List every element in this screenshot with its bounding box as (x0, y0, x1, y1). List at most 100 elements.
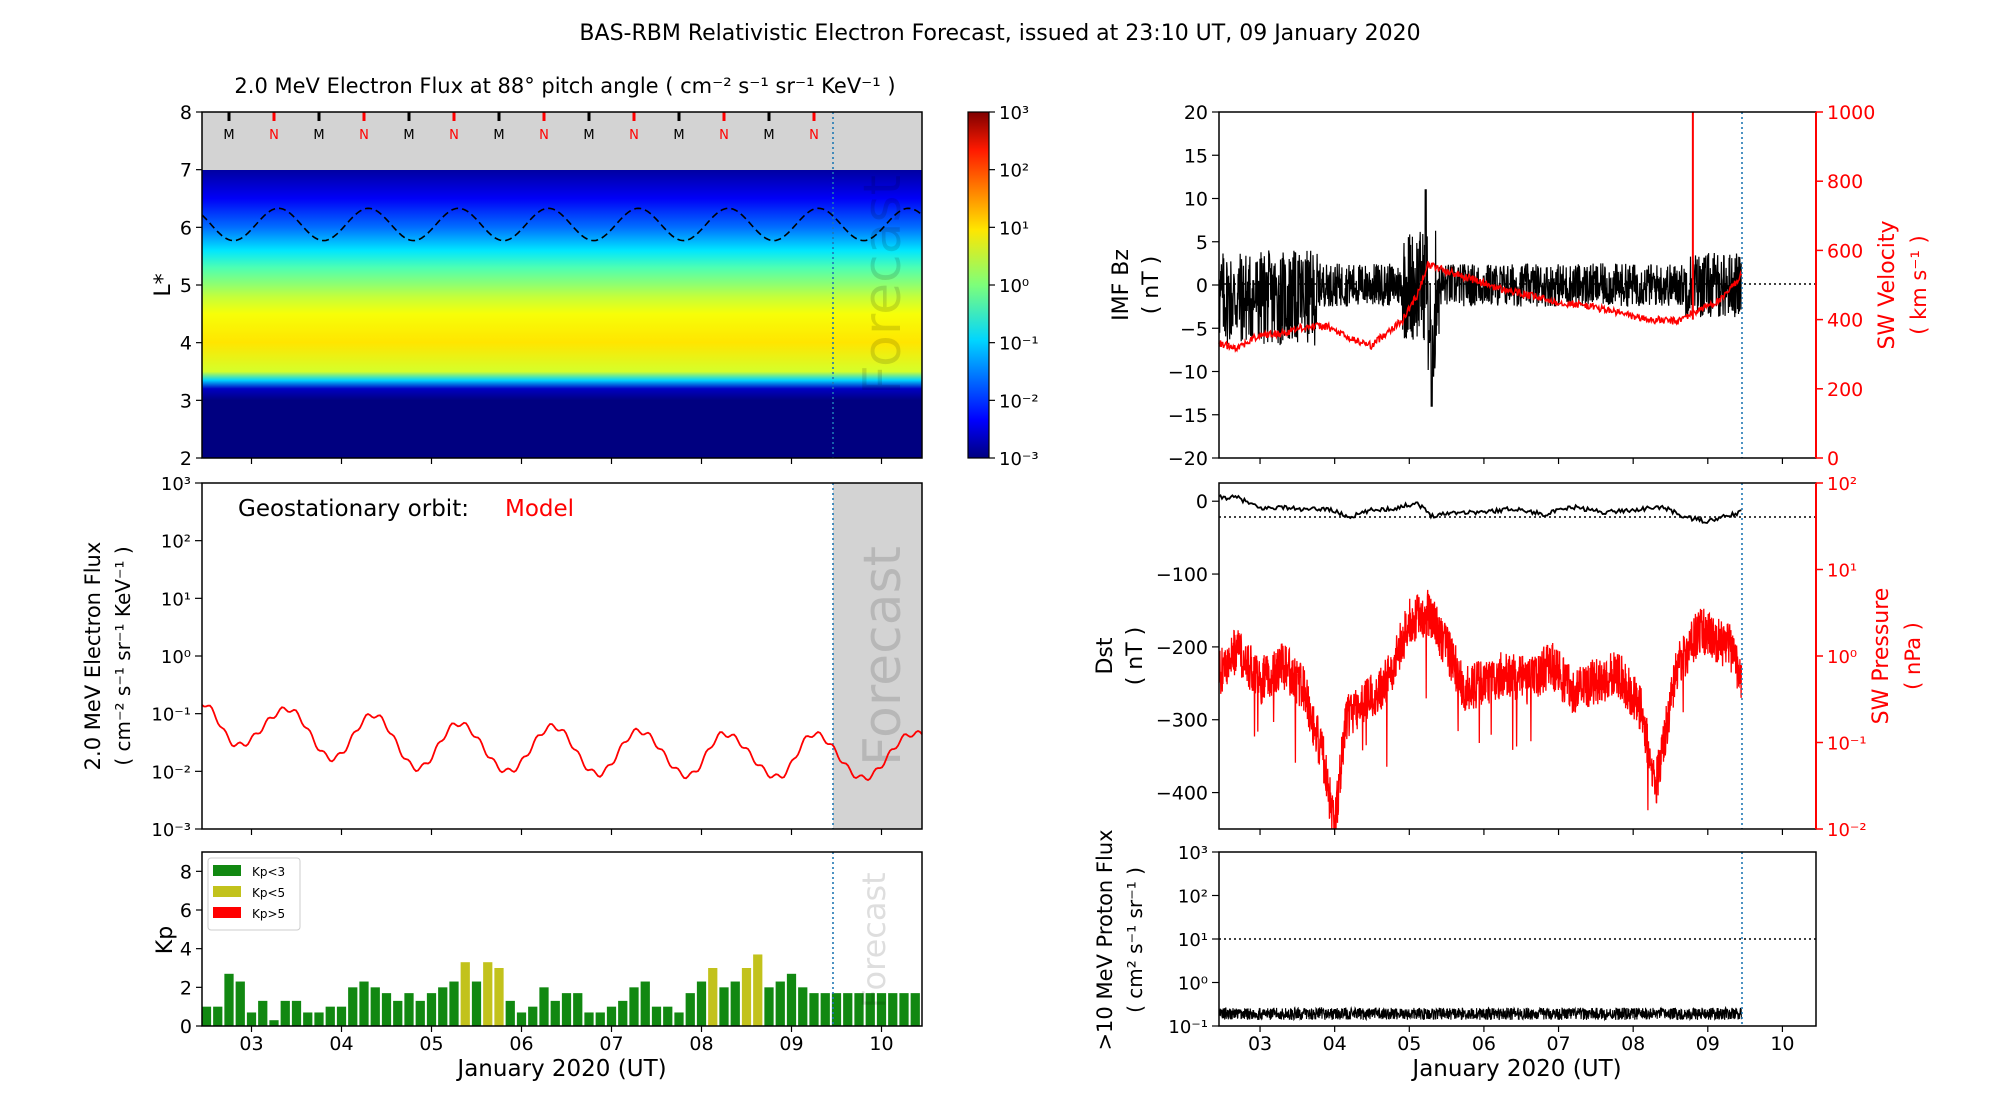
colorbar: 10⁻³ 10⁻² 10⁻¹ 10⁰ 10¹ 10² 10³ (967, 103, 1039, 470)
kp-x-tick-label: 03 (239, 1033, 263, 1055)
proton-ylabel-line1: >10 MeV Proton Flux (1093, 829, 1117, 1050)
kp-bar (483, 962, 493, 1026)
proton-x-tick-label: 05 (1397, 1033, 1421, 1055)
forecast-watermark-kp: Forecast (855, 872, 893, 1007)
dst-right-ticks: 10⁻² 10⁻¹ 10⁰ 10¹ 10² (1816, 474, 1867, 841)
kp-bar (888, 993, 898, 1026)
mlt-label: M (313, 128, 324, 143)
kp-bar (775, 981, 785, 1026)
proton-tick-label: 10¹ (1178, 930, 1208, 951)
kp-bars (201, 954, 920, 1026)
kp-tick-label: 6 (180, 900, 192, 922)
geo-tick-label: 10¹ (161, 589, 191, 610)
kp-bar (381, 993, 392, 1026)
kp-bar (246, 1012, 257, 1026)
kp-bar (505, 1000, 515, 1026)
imf-right-ticks: 0 200 400 600 800 1000 (1816, 102, 1875, 470)
kp-legend-label-mid: Kp<5 (252, 886, 285, 900)
lstar-ylabel: L* (151, 273, 176, 296)
kp-tick-label: 0 (180, 1016, 192, 1038)
kp-legend-swatch-mid (213, 886, 241, 897)
kp-x-tick-label: 05 (419, 1033, 443, 1055)
proton-x-tick-label: 10 (1770, 1033, 1794, 1055)
sw-pressure-ylabel-line2: ( nPa ) (1901, 622, 1925, 690)
kp-bar (865, 993, 875, 1026)
kp-bar (539, 987, 549, 1026)
geo-annotation-label: Geostationary orbit: (238, 496, 469, 522)
imf-tick-label: −15 (1168, 405, 1208, 427)
kp-bar (663, 1006, 673, 1026)
kp-bar (235, 981, 245, 1026)
proton-x-tick-label: 09 (1696, 1033, 1720, 1055)
kp-bar (629, 987, 639, 1026)
kp-bar (910, 993, 920, 1026)
proton-ylabel-line2: ( cm² s⁻¹ sr⁻¹ ) (1123, 867, 1147, 1013)
kp-x-tick-label: 08 (689, 1033, 713, 1055)
kp-bar (741, 968, 752, 1026)
geo-tick-label: 10⁻¹ (151, 705, 191, 726)
kp-tick-label: 8 (180, 861, 192, 883)
kp-bar (224, 973, 234, 1026)
colorbar-tick-label: 10² (999, 161, 1029, 182)
kp-bar (640, 981, 650, 1026)
sw-pressure-tick-label: 10¹ (1827, 561, 1857, 582)
proton-flux-series (1218, 1005, 1742, 1022)
mlt-label: N (359, 128, 369, 143)
proton-x-tick-label: 03 (1248, 1033, 1272, 1055)
kp-bar (651, 1006, 662, 1026)
kp-bar (449, 981, 459, 1026)
kp-bar (460, 962, 470, 1026)
kp-bar (471, 981, 482, 1026)
dst-tick-label: 0 (1196, 491, 1208, 513)
kp-bar (303, 1012, 313, 1026)
sw-velocity-ylabel-line2: ( km s⁻¹ ) (1907, 235, 1931, 334)
geo-tick-label: 10² (161, 532, 191, 553)
kp-bar (618, 1000, 628, 1026)
kp-bar (764, 987, 774, 1026)
kp-bar (258, 1000, 268, 1026)
lstar-tick-label: 7 (180, 160, 192, 182)
kp-bar (550, 1000, 560, 1026)
kp-x-tick-label: 07 (599, 1033, 623, 1055)
geo-tick-label: 10³ (161, 474, 191, 495)
imf-tick-label: 5 (1196, 232, 1208, 254)
proton-x-tick-label: 08 (1621, 1033, 1645, 1055)
kp-bar (584, 1012, 594, 1026)
sw-pressure-tick-label: 10² (1827, 474, 1857, 495)
geo-forecast-region (833, 483, 922, 829)
proton-panel: 10⁻¹ 10⁰ 10¹ 10² 10³ 03 04 05 06 07 08 09 10 >10 Me… (1093, 829, 1817, 1082)
kp-bar (494, 968, 504, 1026)
proton-tick-label: 10⁻¹ (1168, 1017, 1208, 1038)
mlt-label: M (223, 128, 234, 143)
dst-left-ticks: −400 −300 −200 −100 0 (1156, 491, 1219, 805)
geo-tick-label: 10⁻³ (151, 820, 191, 841)
kp-bar (876, 993, 887, 1026)
geo-tick-label: 10⁻² (151, 762, 191, 783)
kp-legend-swatch-low (213, 865, 241, 876)
proton-x-tick-label: 04 (1323, 1033, 1347, 1055)
kp-bar (573, 993, 583, 1026)
lstar-panel: 2.0 MeV Electron Flux at 88° pitch angle… (151, 74, 923, 470)
kp-bar (280, 1000, 290, 1026)
kp-xlabel: January 2020 (UT) (455, 1056, 666, 1082)
proton-x-tick-label: 06 (1472, 1033, 1496, 1055)
colorbar-tick-label: 10⁰ (999, 276, 1029, 297)
kp-bar (606, 1006, 617, 1026)
kp-bar (730, 981, 740, 1026)
kp-bar (415, 1000, 425, 1026)
kp-bar (426, 993, 437, 1026)
dst-series (1218, 494, 1742, 524)
kp-bar (528, 1006, 538, 1026)
mlt-label: N (449, 128, 459, 143)
kp-bar (843, 993, 853, 1026)
proton-tick-label: 10² (1178, 887, 1208, 908)
sw-velocity-series (1218, 261, 1743, 353)
kp-bar (314, 1012, 324, 1026)
lstar-tick-label: 3 (180, 390, 192, 412)
mlt-label: M (673, 128, 684, 143)
proton-x-tick-label: 07 (1546, 1033, 1570, 1055)
imf-panel: −20 −15 −10 −5 0 5 10 15 20 0 200 400 600 800 1000 IM… (1109, 102, 1931, 470)
sw-velocity-tick-label: 0 (1827, 448, 1839, 470)
mlt-label: N (719, 128, 729, 143)
